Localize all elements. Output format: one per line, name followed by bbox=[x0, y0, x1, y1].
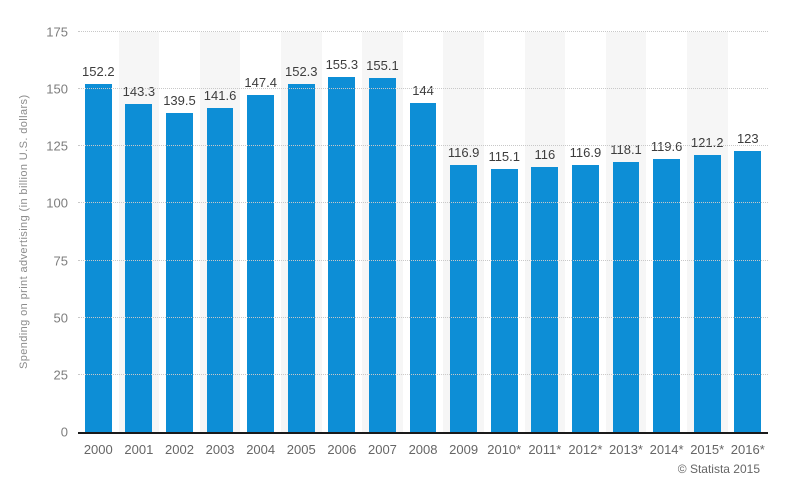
bar[interactable] bbox=[612, 162, 640, 432]
bar[interactable] bbox=[328, 77, 356, 432]
chart-column: 118.1 bbox=[605, 32, 647, 432]
x-tick-label: 2010* bbox=[487, 442, 522, 457]
bar[interactable] bbox=[84, 84, 112, 432]
bar[interactable] bbox=[125, 104, 153, 432]
x-axis-labels: 2000 2001 2002 2003 2004 2005 2006 2007 2008 2009… bbox=[78, 442, 768, 457]
chart-column: 147.4 bbox=[240, 32, 281, 432]
bar[interactable] bbox=[287, 83, 315, 432]
bar[interactable] bbox=[206, 108, 234, 432]
bar-value-label: 139.5 bbox=[163, 93, 196, 109]
x-tick-label: 2002 bbox=[165, 442, 194, 457]
bar-value-label: 116.9 bbox=[447, 144, 480, 160]
x-tick-label: 2001 bbox=[124, 442, 154, 457]
columns-container: 152.2 143.3 139.5 141.6 147.4 152.3 155.3 155.1… bbox=[78, 32, 768, 432]
x-tick-label: 2006 bbox=[327, 442, 357, 457]
x-tick-label: 2008 bbox=[408, 442, 438, 457]
bar-value-label: 123 bbox=[736, 130, 759, 146]
x-tick-label: 2000 bbox=[83, 442, 113, 457]
plot-area: 152.2 143.3 139.5 141.6 147.4 152.3 155.3 155.1… bbox=[46, 25, 768, 440]
x-tick-label: 2005 bbox=[286, 442, 316, 457]
x-tick-label: 2015* bbox=[690, 442, 725, 457]
copyright-credit: © Statista 2015 bbox=[677, 462, 760, 476]
bar[interactable] bbox=[247, 95, 275, 432]
chart-column: 141.6 bbox=[199, 32, 241, 432]
bar-value-label: 116.9 bbox=[569, 144, 602, 160]
chart-column: 144 bbox=[403, 32, 444, 432]
x-tick-label: 2016* bbox=[730, 442, 765, 457]
bar[interactable] bbox=[572, 164, 599, 432]
chart-column: 115.1 bbox=[484, 32, 525, 432]
x-tick-label: 2007 bbox=[367, 442, 397, 457]
bar[interactable] bbox=[166, 113, 193, 432]
chart-column: 152.3 bbox=[280, 32, 322, 432]
bar[interactable] bbox=[369, 77, 396, 432]
x-tick-label: 2009 bbox=[449, 442, 479, 457]
chart-column: 119.6 bbox=[646, 32, 687, 432]
bar-value-label: 155.3 bbox=[325, 57, 359, 73]
bar[interactable] bbox=[693, 154, 721, 432]
x-tick-label: 2012* bbox=[568, 442, 603, 457]
bar-value-label: 115.1 bbox=[488, 148, 521, 164]
bar[interactable] bbox=[653, 158, 680, 432]
x-tick-label: 2014* bbox=[649, 442, 684, 457]
chart-column: 143.3 bbox=[118, 32, 160, 432]
chart-column: 116.9 bbox=[443, 32, 484, 432]
bar[interactable] bbox=[450, 164, 478, 432]
chart-column: 123 bbox=[728, 32, 769, 432]
chart-column: 139.5 bbox=[159, 32, 200, 432]
chart-column: 116 bbox=[524, 32, 566, 432]
bar-value-label: 152.3 bbox=[284, 63, 318, 79]
bar[interactable] bbox=[409, 102, 437, 432]
bar-value-label: 144 bbox=[412, 82, 434, 98]
y-axis-title: Spending on print advertising (in billio… bbox=[18, 94, 30, 370]
bar-value-label: 147.4 bbox=[244, 75, 277, 91]
bar-value-label: 116 bbox=[534, 146, 556, 162]
x-tick-label: 2003 bbox=[205, 442, 235, 457]
bar[interactable] bbox=[490, 168, 518, 432]
chart-column: 155.1 bbox=[362, 32, 403, 432]
bar-value-label: 141.6 bbox=[203, 88, 237, 104]
bar-value-label: 152.2 bbox=[82, 64, 115, 80]
chart-column: 155.3 bbox=[322, 32, 363, 432]
x-tick-label: 2013* bbox=[609, 442, 643, 457]
chart-column: 121.2 bbox=[686, 32, 728, 432]
x-tick-label: 2011* bbox=[528, 442, 562, 457]
x-tick-label: 2004 bbox=[246, 442, 276, 457]
bar[interactable] bbox=[734, 150, 762, 432]
bar-value-label: 155.1 bbox=[366, 57, 399, 73]
chart-column: 116.9 bbox=[565, 32, 606, 432]
bar[interactable] bbox=[531, 166, 559, 432]
